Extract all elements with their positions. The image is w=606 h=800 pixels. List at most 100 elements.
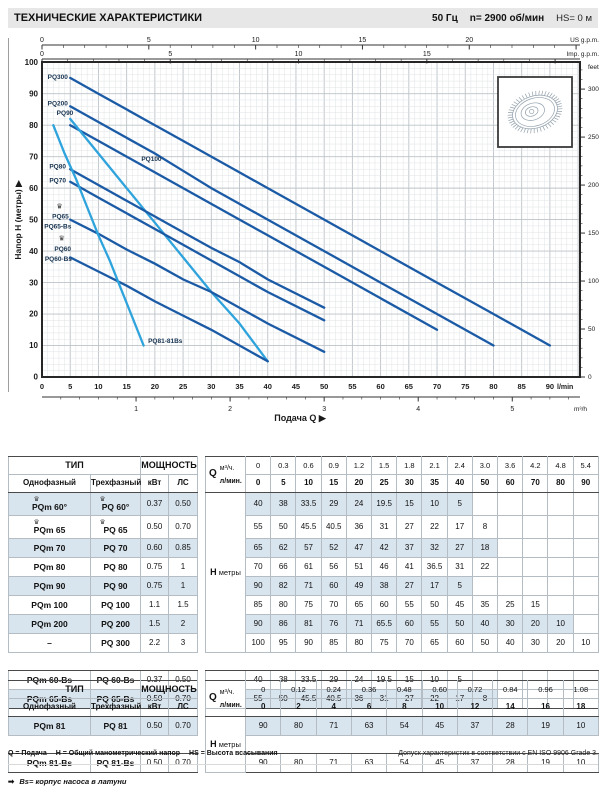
head-value <box>572 614 599 634</box>
col-header-power: МОЩНОСТЬ <box>139 456 199 475</box>
table-cell <box>197 576 206 596</box>
head-value <box>572 538 599 558</box>
svg-text:50: 50 <box>588 326 596 333</box>
svg-text:85: 85 <box>518 382 526 391</box>
flow-lmin-value: 5 <box>270 474 297 493</box>
pump-model: PQm 81-Bs <box>8 753 91 773</box>
head-value <box>497 576 524 596</box>
flow-lmin-value: 0 <box>245 474 272 493</box>
svg-text:60: 60 <box>29 184 38 193</box>
head-value: 30 <box>522 633 549 653</box>
head-value <box>547 576 574 596</box>
curve-PQ100 <box>69 124 439 331</box>
head-value: 36.5 <box>421 557 448 577</box>
flow-lmin-value: 70 <box>522 474 549 493</box>
flow-m3h-value: 3.6 <box>497 456 524 475</box>
flow-lmin-value: 14 <box>492 698 529 717</box>
head-value: 70 <box>245 557 272 577</box>
head-value: 20 <box>522 614 549 634</box>
col-header-type: ТИП <box>8 680 141 699</box>
head-value <box>547 538 574 558</box>
power-hp: 1.5 <box>167 595 199 615</box>
svg-text:15: 15 <box>423 51 431 58</box>
flow-lmin-value: 25 <box>371 474 398 493</box>
pump-model: PQ 100 <box>90 595 141 615</box>
svg-text:100: 100 <box>588 278 599 285</box>
suction-height-value: HS= 0 м <box>556 12 592 24</box>
power-kw: 1.5 <box>140 614 169 634</box>
head-value: 82 <box>270 576 297 596</box>
head-value: 55 <box>245 515 272 539</box>
curve-label-PQ200: PQ200 <box>48 100 69 107</box>
power-hp: 0.70 <box>167 515 199 539</box>
plot-border <box>41 61 581 378</box>
head-value <box>471 492 499 516</box>
curve-label-PQ65: PQ65 <box>52 213 69 220</box>
head-value: 8 <box>471 515 499 539</box>
head-value: 18 <box>471 538 499 558</box>
pump-model: PQm 90 <box>8 576 91 596</box>
head-value: 52 <box>320 538 347 558</box>
head-value <box>572 576 599 596</box>
svg-text:35: 35 <box>235 382 243 391</box>
flow-m3h-value: 3.0 <box>471 456 499 475</box>
svg-text:10: 10 <box>29 341 38 350</box>
head-value: 65 <box>345 595 373 615</box>
table-cell <box>197 474 206 493</box>
curve-PQ90 <box>69 117 269 363</box>
svg-text:m³/h: m³/h <box>574 406 587 413</box>
head-value: 75 <box>295 595 322 615</box>
bs-footnote-text: Bs= корпус насоса в латуни <box>19 777 127 786</box>
head-value: 60 <box>396 614 423 634</box>
curve-label-PQ100: PQ100 <box>141 156 162 163</box>
col-header-hp: ЛС <box>167 698 199 717</box>
flow-lmin-value: 2 <box>280 698 317 717</box>
pump-model: PQ 81 <box>90 716 141 736</box>
pump-model: ♛ PQm 60° <box>8 492 91 516</box>
col-header-hp: ЛС <box>167 474 199 493</box>
pump-model: ♛ PQ 65 <box>90 515 141 539</box>
curve-PQ60 <box>69 256 269 363</box>
power-hp: 3 <box>167 633 199 653</box>
pump-model: ♛ PQ 60° <box>90 492 141 516</box>
head-value: 81 <box>295 614 322 634</box>
head-value: 10 <box>562 716 599 736</box>
crown-icon: ♛ <box>33 518 40 526</box>
svg-text:70: 70 <box>433 382 441 391</box>
table-cell <box>8 735 198 754</box>
head-value: 37 <box>456 716 494 736</box>
col-header-three-phase: Трехфазный <box>90 474 141 493</box>
legend-q: Q = Подача <box>8 750 47 757</box>
page-title: ТЕХНИЧЕСКИЕ ХАРАКТЕРИСТИКИ <box>14 12 203 24</box>
pump-curves: PQ300 PQ200 PQ90 PQ100 PQ80 PQ70 PQ65 PQ65-Bs PQ… <box>44 74 552 363</box>
head-value: 65.5 <box>371 614 398 634</box>
head-value <box>471 576 499 596</box>
head-value: 15 <box>396 492 423 516</box>
head-value: 27 <box>396 576 423 596</box>
table-cell <box>197 456 206 475</box>
col-header-single-phase: Однофазный <box>8 474 91 493</box>
svg-text:US g.p.m.: US g.p.m. <box>570 37 599 44</box>
head-value: 30 <box>497 614 524 634</box>
pump-model: PQm 100 <box>8 595 91 615</box>
svg-text:55: 55 <box>348 382 356 391</box>
curve-PQ70 <box>69 180 326 322</box>
head-value: 55 <box>396 595 423 615</box>
head-value: 40 <box>471 614 499 634</box>
h-meters-label: Н метры <box>205 716 247 773</box>
bs-footnote: ➡ Bs= корпус насоса в латуни <box>8 777 127 786</box>
head-value: 38 <box>270 492 297 516</box>
header-specs: 50 Гц n= 2900 об/мин HS= 0 м <box>432 13 592 24</box>
head-value: 45 <box>421 716 458 736</box>
head-value: 15 <box>522 595 549 615</box>
head-value: 90 <box>245 716 282 736</box>
crown-icon: ♛ <box>56 202 62 210</box>
flow-m3h-value: 0.24 <box>315 680 352 699</box>
pump-model: PQm 200 <box>8 614 91 634</box>
head-value: 28 <box>492 716 529 736</box>
flow-lmin-value: 35 <box>421 474 448 493</box>
flow-m3h-value: 2.1 <box>421 456 448 475</box>
head-value: 71 <box>345 614 373 634</box>
svg-text:5: 5 <box>68 382 72 391</box>
